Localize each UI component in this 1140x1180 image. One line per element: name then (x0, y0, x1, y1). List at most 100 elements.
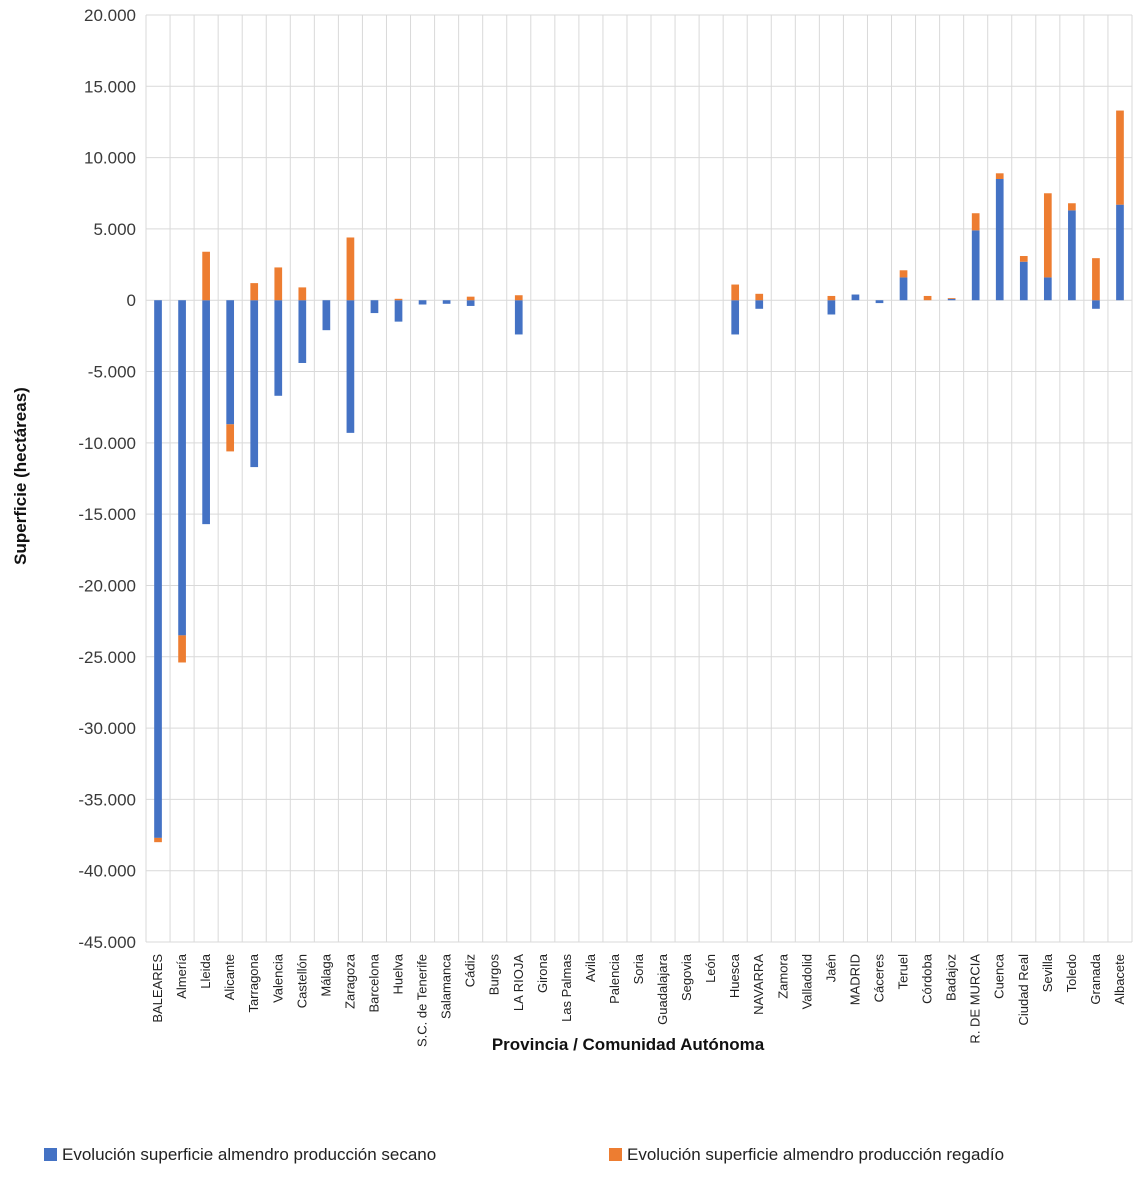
x-tick-label: Cuenca (992, 953, 1007, 999)
x-tick-label: Zamora (775, 953, 790, 999)
x-tick-label: Córdoba (920, 953, 935, 1004)
bar-regadio-1 (178, 635, 186, 663)
bar-regadio-25 (755, 293, 764, 301)
x-tick-label: Alicante (222, 954, 237, 1000)
bar-secano-3 (226, 300, 235, 425)
bar-regadio-10 (394, 298, 403, 301)
bar-regadio-5 (274, 267, 283, 301)
y-tick-label: -10.000 (78, 434, 136, 453)
bar-secano-25 (755, 300, 764, 309)
y-tick-label: 15.000 (84, 77, 136, 96)
bar-secano-40 (1116, 204, 1124, 301)
x-tick-label: Cádiz (463, 954, 478, 987)
bar-regadio-36 (1019, 256, 1028, 262)
bar-regadio-4 (250, 283, 259, 301)
bar-secano-36 (1019, 261, 1028, 301)
y-tick-label: -40.000 (78, 862, 136, 881)
bar-regadio-24 (731, 284, 740, 301)
x-tick-label: Barcelona (366, 953, 381, 1012)
bar-secano-0 (154, 300, 162, 838)
x-tick-label: Toledo (1064, 954, 1079, 992)
x-tick-label: Jaén (823, 954, 838, 982)
bar-secano-13 (466, 300, 475, 306)
x-axis-title: Provincia / Comunidad Autónoma (492, 1035, 765, 1054)
bar-layer (154, 110, 1124, 843)
x-tick-label: Granada (1088, 953, 1103, 1004)
bar-secano-6 (298, 300, 307, 363)
bar-secano-34 (971, 230, 980, 301)
x-tick-label: Huelva (391, 953, 406, 994)
bar-regadio-8 (346, 237, 355, 301)
bar-secano-9 (370, 300, 379, 314)
x-tick-label: Teruel (896, 954, 911, 990)
bar-secano-39 (1092, 300, 1100, 309)
bar-secano-38 (1068, 210, 1076, 301)
x-tick-label: Tarragona (246, 953, 261, 1012)
legend: Evolución superficie almendro producción… (44, 1145, 1004, 1164)
x-tick-label: Sevilla (1040, 953, 1055, 992)
legend-item-regadio: Evolución superficie almendro producción… (609, 1145, 1004, 1164)
y-axis-ticks: 20.000 15.000 10.000 5.000 0 -5.000 -10.000 -15… (78, 6, 136, 952)
bar-secano-33 (947, 298, 956, 301)
legend-swatch-regadio (609, 1148, 622, 1161)
x-tick-label: Segovia (679, 953, 694, 1001)
x-tick-label: Málaga (318, 953, 333, 996)
x-tick-label: Soria (631, 953, 646, 984)
bar-secano-8 (346, 300, 355, 433)
x-tick-label: R. DE MURCIA (968, 954, 983, 1044)
y-tick-label: -45.000 (78, 933, 136, 952)
bar-regadio-15 (514, 295, 523, 301)
x-tick-label: Palencia (607, 953, 622, 1004)
x-tick-label: Castellón (294, 954, 309, 1008)
x-tick-label: Girona (535, 953, 550, 993)
bar-secano-15 (514, 300, 523, 335)
bar-secano-28 (827, 300, 836, 315)
x-tick-label: Badajoz (944, 954, 959, 1001)
bar-regadio-13 (466, 296, 475, 301)
bar-regadio-3 (226, 424, 235, 452)
x-tick-label: Cáceres (871, 954, 886, 1003)
bar-secano-31 (899, 277, 908, 301)
x-tick-label: NAVARRA (751, 954, 766, 1015)
x-tick-label: León (703, 954, 718, 983)
y-tick-label: -20.000 (78, 576, 136, 595)
x-tick-label: Valencia (270, 953, 285, 1003)
x-tick-label: LA RIOJA (511, 954, 526, 1011)
bar-regadio-28 (827, 295, 836, 301)
x-tick-label: Huesca (727, 953, 742, 998)
y-tick-label: 0 (127, 291, 136, 310)
bar-secano-24 (731, 300, 740, 335)
bar-secano-1 (178, 300, 186, 636)
x-tick-label: Salamanca (439, 953, 454, 1019)
bar-secano-5 (274, 300, 283, 396)
y-tick-label: -5.000 (88, 363, 136, 382)
bar-regadio-40 (1116, 110, 1124, 205)
bar-secano-7 (322, 300, 331, 331)
bar-regadio-0 (154, 837, 162, 843)
x-tick-label: Albacete (1112, 954, 1127, 1005)
legend-swatch-secano (44, 1148, 57, 1161)
x-tick-label: Avila (583, 953, 598, 982)
bar-secano-12 (442, 300, 451, 304)
bar-regadio-31 (899, 270, 908, 278)
bar-secano-11 (418, 300, 427, 305)
bar-regadio-34 (971, 213, 980, 231)
y-tick-label: -30.000 (78, 719, 136, 738)
x-tick-label: Zaragoza (342, 953, 357, 1009)
x-tick-label: BALEARES (150, 954, 165, 1023)
x-tick-label: Burgos (487, 954, 502, 996)
y-tick-label: -25.000 (78, 648, 136, 667)
x-tick-label: Las Palmas (559, 954, 574, 1022)
bar-secano-35 (995, 179, 1004, 301)
y-tick-label: 20.000 (84, 6, 136, 25)
legend-label-secano: Evolución superficie almendro producción… (62, 1145, 436, 1164)
y-tick-label: -15.000 (78, 505, 136, 524)
bar-regadio-37 (1043, 193, 1052, 278)
bar-regadio-33 (947, 298, 956, 299)
y-axis-title: Superficie (hectáreas) (11, 387, 30, 565)
y-tick-label: 5.000 (93, 220, 136, 239)
grid-layer (145, 14, 1133, 943)
x-tick-label: MADRID (847, 954, 862, 1005)
